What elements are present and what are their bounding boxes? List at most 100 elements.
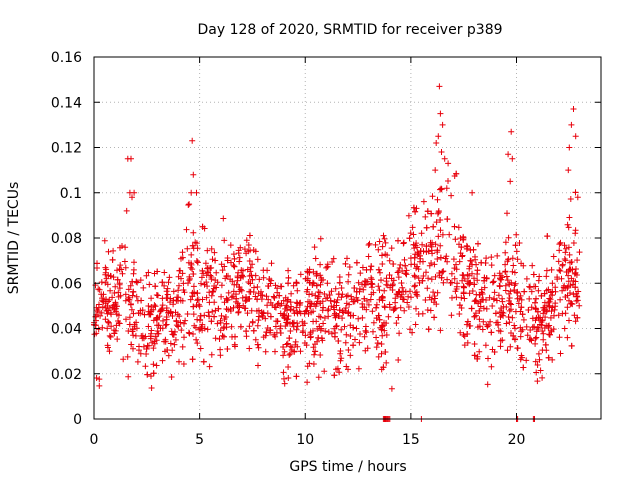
data-point [150, 361, 157, 368]
data-point [113, 303, 120, 310]
data-point [274, 318, 281, 325]
data-point [525, 307, 532, 313]
data-point [476, 348, 483, 355]
data-point [575, 288, 582, 295]
data-point [239, 294, 246, 301]
data-point [484, 323, 491, 330]
y-tick-label: 0.04 [51, 322, 82, 338]
data-point [102, 264, 109, 271]
data-point [490, 296, 497, 303]
data-point [381, 235, 388, 242]
data-point [106, 332, 113, 339]
data-point [252, 248, 259, 255]
data-point [196, 326, 203, 333]
data-point [165, 279, 172, 286]
data-point [375, 353, 382, 360]
data-point [373, 304, 380, 311]
data-point [527, 284, 534, 291]
data-point [190, 303, 197, 310]
data-point [259, 292, 266, 299]
data-point [254, 322, 261, 329]
data-point [390, 261, 397, 267]
data-point [126, 321, 133, 328]
data-point [476, 316, 483, 323]
data-point [448, 192, 455, 199]
data-point [127, 301, 134, 308]
data-point [206, 299, 213, 306]
data-point [543, 267, 550, 274]
data-point [114, 267, 120, 274]
data-point [277, 330, 284, 336]
x-tick-label: 0 [90, 432, 99, 448]
data-point [168, 328, 175, 335]
data-point [535, 326, 542, 332]
data-point [263, 329, 270, 336]
data-point [212, 335, 219, 342]
data-point [108, 323, 115, 330]
data-point [324, 280, 331, 287]
data-point [424, 307, 431, 313]
data-point [317, 314, 324, 321]
data-point [474, 267, 481, 274]
data-point [368, 263, 375, 270]
data-point [494, 252, 501, 259]
data-point [163, 288, 170, 295]
data-point [469, 261, 476, 268]
data-point [350, 312, 357, 319]
data-point [270, 293, 277, 300]
y-tick-label: 0.02 [51, 367, 82, 383]
data-point [503, 320, 510, 327]
data-point [276, 292, 283, 299]
data-point [441, 155, 448, 162]
data-point [363, 306, 370, 313]
data-point [448, 312, 455, 319]
data-point [344, 292, 351, 299]
data-point [491, 272, 498, 279]
data-point [535, 350, 542, 357]
data-point [175, 287, 182, 294]
data-point [255, 344, 262, 351]
data-point [382, 251, 389, 258]
data-point [224, 257, 231, 264]
data-point [523, 323, 530, 330]
data-point [482, 342, 489, 349]
data-point [415, 275, 422, 282]
data-point [221, 263, 228, 270]
data-point [162, 338, 169, 345]
data-point [98, 291, 105, 298]
data-point [380, 364, 387, 371]
data-point [368, 276, 375, 283]
data-point [519, 311, 526, 318]
data-point [271, 294, 278, 301]
data-point [469, 288, 476, 294]
data-point [452, 236, 459, 243]
data-point [217, 346, 224, 353]
data-point [284, 304, 290, 311]
data-point [106, 348, 113, 355]
data-point [123, 316, 129, 323]
data-point [404, 299, 411, 306]
data-point [365, 301, 372, 308]
data-point [317, 272, 324, 279]
data-point [314, 270, 320, 277]
data-point [242, 298, 249, 305]
data-point [514, 295, 521, 302]
data-point [422, 213, 429, 220]
data-point [359, 300, 366, 307]
data-point [185, 202, 192, 208]
data-point [245, 242, 252, 248]
data-point [336, 307, 343, 314]
data-point [212, 257, 219, 264]
data-point [576, 302, 583, 309]
data-point [214, 279, 221, 286]
data-point [187, 296, 194, 303]
data-point [508, 301, 515, 308]
data-point [102, 269, 109, 276]
data-point [411, 283, 418, 290]
data-point [365, 253, 372, 260]
data-point [438, 185, 445, 192]
data-point [243, 294, 250, 301]
data-point [368, 284, 375, 291]
data-point [254, 256, 261, 263]
data-point [495, 321, 502, 328]
